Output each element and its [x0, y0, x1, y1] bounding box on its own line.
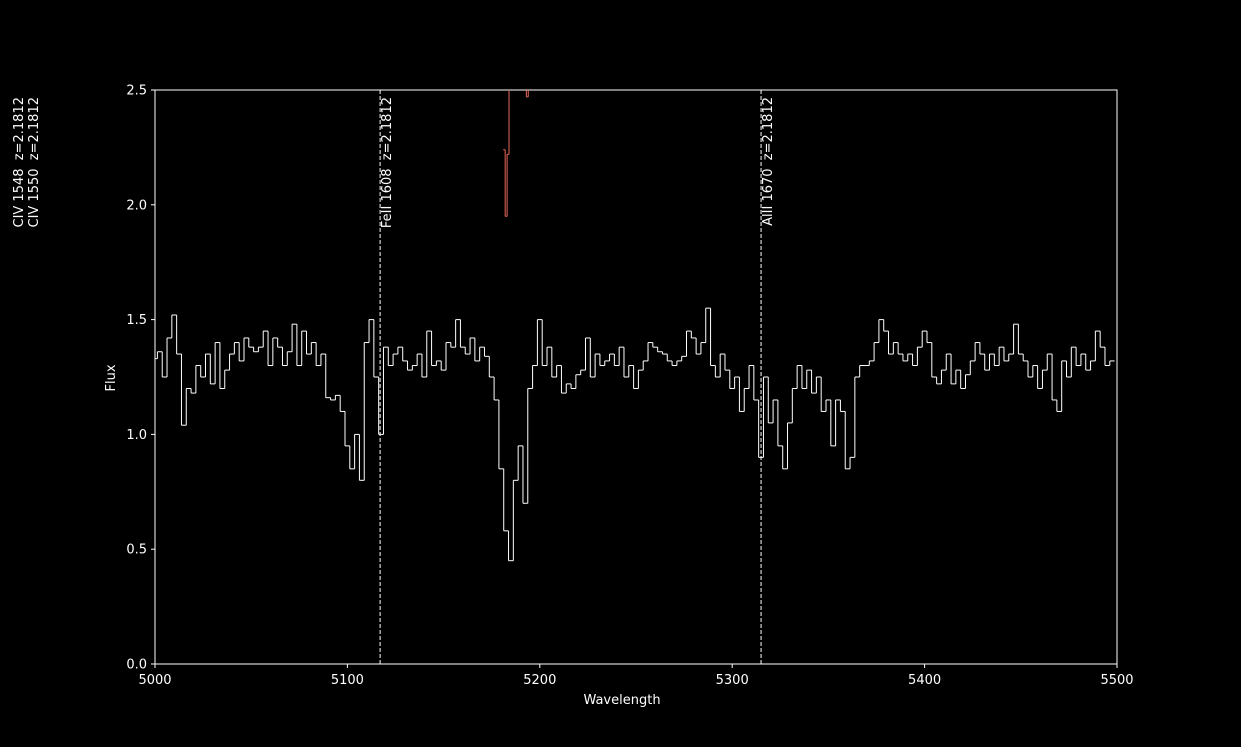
- side-label: CIV 1548 z=2.1812: [12, 97, 27, 228]
- x-tick-label: 5500: [1100, 673, 1133, 688]
- x-tick-label: 5300: [716, 673, 749, 688]
- x-axis-label: Wavelength: [583, 693, 660, 708]
- side-label: CIV 1550 z=2.1812: [27, 97, 42, 228]
- y-tick-label: 1.5: [126, 313, 147, 328]
- x-tick-label: 5400: [908, 673, 941, 688]
- y-tick-label: 2.0: [126, 198, 147, 213]
- y-tick-label: 0.5: [126, 543, 147, 558]
- plot-area: [155, 90, 1115, 562]
- x-tick-label: 5200: [523, 673, 556, 688]
- y-tick-label: 1.0: [126, 428, 147, 443]
- y-tick-label: 2.5: [126, 84, 147, 99]
- line-label: FeII 1608 z=2.1812: [380, 97, 395, 228]
- plot-frame: [154, 89, 1118, 665]
- x-tick-label: 5000: [138, 673, 171, 688]
- y-tick-label: 0.0: [126, 658, 147, 673]
- y-axis-label: Flux: [104, 364, 119, 391]
- x-tick-label: 5100: [331, 673, 364, 688]
- line-label: AlII 1670 z=2.1812: [761, 97, 776, 226]
